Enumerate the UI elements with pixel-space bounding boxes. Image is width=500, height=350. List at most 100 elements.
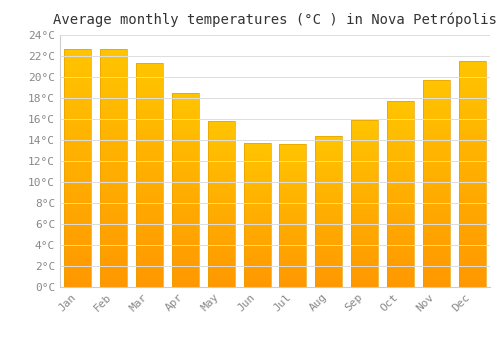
- Bar: [458, 271, 485, 273]
- Bar: [244, 179, 270, 181]
- Bar: [351, 230, 378, 232]
- Bar: [423, 210, 450, 212]
- Bar: [244, 181, 270, 182]
- Bar: [387, 157, 414, 159]
- Bar: [351, 218, 378, 220]
- Bar: [387, 237, 414, 239]
- Bar: [423, 109, 450, 111]
- Bar: [387, 246, 414, 248]
- Bar: [172, 134, 199, 135]
- Bar: [423, 208, 450, 210]
- Bar: [316, 205, 342, 207]
- Bar: [244, 281, 270, 283]
- Bar: [351, 284, 378, 285]
- Bar: [423, 271, 450, 273]
- Bar: [458, 172, 485, 174]
- Bar: [351, 227, 378, 229]
- Bar: [423, 124, 450, 126]
- Bar: [458, 136, 485, 138]
- Bar: [423, 103, 450, 105]
- Bar: [351, 255, 378, 257]
- Bar: [64, 239, 92, 242]
- Bar: [316, 145, 342, 146]
- Bar: [458, 111, 485, 113]
- Bar: [351, 279, 378, 280]
- Bar: [100, 51, 127, 54]
- Bar: [351, 215, 378, 217]
- Bar: [172, 151, 199, 153]
- Bar: [100, 173, 127, 175]
- Bar: [423, 217, 450, 219]
- Bar: [64, 132, 92, 134]
- Bar: [208, 237, 234, 239]
- Bar: [244, 270, 270, 271]
- Bar: [280, 191, 306, 193]
- Bar: [208, 171, 234, 173]
- Bar: [387, 168, 414, 170]
- Bar: [244, 221, 270, 222]
- Bar: [351, 144, 378, 145]
- Bar: [458, 129, 485, 131]
- Bar: [244, 186, 270, 188]
- Bar: [64, 275, 92, 278]
- Bar: [351, 250, 378, 252]
- Bar: [172, 223, 199, 225]
- Bar: [172, 273, 199, 275]
- Bar: [64, 94, 92, 96]
- Bar: [351, 232, 378, 233]
- Bar: [423, 142, 450, 144]
- Bar: [423, 204, 450, 206]
- Bar: [423, 80, 450, 287]
- Bar: [100, 223, 127, 225]
- Bar: [351, 220, 378, 222]
- Bar: [316, 204, 342, 205]
- Bar: [423, 80, 450, 82]
- Bar: [316, 136, 342, 287]
- Bar: [387, 207, 414, 209]
- Bar: [208, 206, 234, 207]
- Bar: [172, 93, 199, 287]
- Bar: [244, 173, 270, 175]
- Bar: [458, 131, 485, 133]
- Bar: [64, 175, 92, 177]
- Bar: [100, 266, 127, 268]
- Bar: [244, 248, 270, 250]
- Bar: [172, 143, 199, 145]
- Bar: [280, 257, 306, 258]
- Bar: [208, 224, 234, 226]
- Bar: [208, 179, 234, 181]
- Bar: [208, 212, 234, 214]
- Bar: [316, 240, 342, 241]
- Bar: [280, 236, 306, 237]
- Bar: [244, 176, 270, 178]
- Bar: [316, 172, 342, 174]
- Bar: [280, 250, 306, 251]
- Bar: [423, 231, 450, 233]
- Bar: [280, 214, 306, 216]
- Bar: [172, 104, 199, 106]
- Bar: [280, 168, 306, 170]
- Bar: [208, 217, 234, 219]
- Bar: [423, 221, 450, 223]
- Bar: [316, 249, 342, 251]
- Bar: [387, 181, 414, 183]
- Bar: [208, 260, 234, 262]
- Bar: [387, 196, 414, 198]
- Bar: [458, 181, 485, 183]
- Bar: [208, 146, 234, 148]
- Bar: [64, 127, 92, 130]
- Bar: [387, 161, 414, 162]
- Bar: [208, 227, 234, 229]
- Bar: [208, 216, 234, 217]
- Bar: [172, 211, 199, 213]
- Bar: [316, 153, 342, 154]
- Bar: [280, 184, 306, 186]
- Bar: [280, 246, 306, 247]
- Bar: [172, 221, 199, 223]
- Bar: [423, 91, 450, 92]
- Bar: [316, 243, 342, 245]
- Bar: [423, 157, 450, 159]
- Bar: [136, 202, 163, 204]
- Bar: [172, 262, 199, 264]
- Bar: [351, 202, 378, 203]
